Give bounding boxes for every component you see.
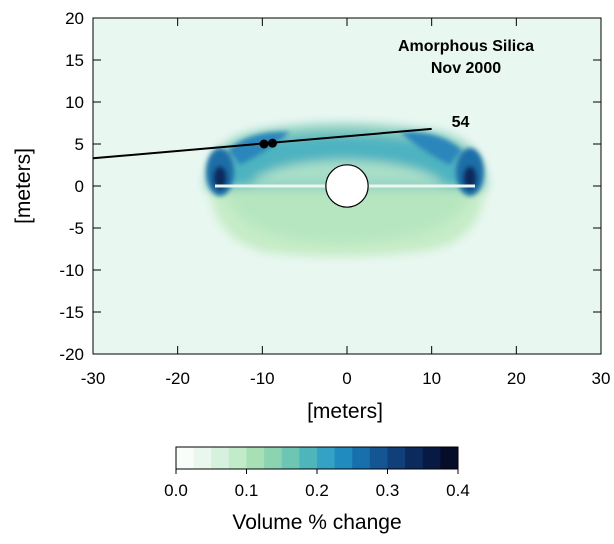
x-tick-label: 20 [507,369,526,388]
colorbar-swatch [334,447,353,469]
sample-point [267,138,277,148]
colorbar-swatch [246,447,265,469]
colorbar-tick-label: 0.0 [164,481,188,500]
field-right-core [463,166,477,190]
x-tick-label: -10 [250,369,275,388]
colorbar-swatch [264,447,283,469]
volume-change-field [205,123,488,257]
x-tick-label: -30 [81,369,106,388]
y-tick-label: 10 [65,93,84,112]
colorbar-tick-label: 0.4 [446,481,470,500]
colorbar-tick-label: 0.2 [305,481,329,500]
colorbar-swatch [281,447,300,469]
colorbar-tick-label: 0.1 [235,481,259,500]
colorbar [176,447,459,469]
field-left-core [213,166,227,190]
x-tick-label: -20 [165,369,190,388]
x-tick-label: 10 [422,369,441,388]
field-lower-core [225,192,470,243]
colorbar-swatch [369,447,388,469]
colorbar-swatch [422,447,441,469]
y-tick-label: -10 [59,261,84,280]
colorbar-swatch [387,447,406,469]
y-tick-label: 0 [75,177,84,196]
y-axis-title: [meters] [12,148,35,224]
y-tick-label: 5 [75,135,84,154]
colorbar-swatch [211,447,230,469]
x-axis-ticks: -30 -20 -10 0 10 20 30 [81,18,611,388]
colorbar-swatch [352,447,371,469]
x-axis-title: [meters] [307,400,383,423]
sample-point [259,139,269,149]
annotation-line-1: Amorphous Silica [398,38,534,55]
colorbar-ticks: 0.0 0.1 0.2 0.3 0.4 [164,469,470,500]
colorbar-swatch [193,447,212,469]
x-tick-label: 30 [592,369,611,388]
cavity-circle [325,164,369,208]
sample-points [259,138,277,149]
y-axis-ticks: 20 15 10 5 0 -5 -10 -15 -20 [59,9,601,364]
colorbar-tick-label: 0.3 [376,481,400,500]
y-tick-label: 15 [65,51,84,70]
colorbar-title: Volume % change [232,511,401,534]
borehole-label: 54 [452,114,470,131]
colorbar-swatch [317,447,336,469]
y-tick-label: -20 [59,345,84,364]
colorbar-swatch [405,447,424,469]
x-tick-label: 0 [342,369,351,388]
y-tick-label: -5 [69,219,84,238]
field-right-arm [400,131,462,165]
annotation-line-2: Nov 2000 [431,60,501,77]
colorbar-swatch [228,447,247,469]
y-tick-label: 20 [65,9,84,28]
y-tick-label: -15 [59,303,84,322]
colorbar-swatch [440,447,459,469]
colorbar-swatch [299,447,318,469]
colorbar-swatch [176,447,195,469]
